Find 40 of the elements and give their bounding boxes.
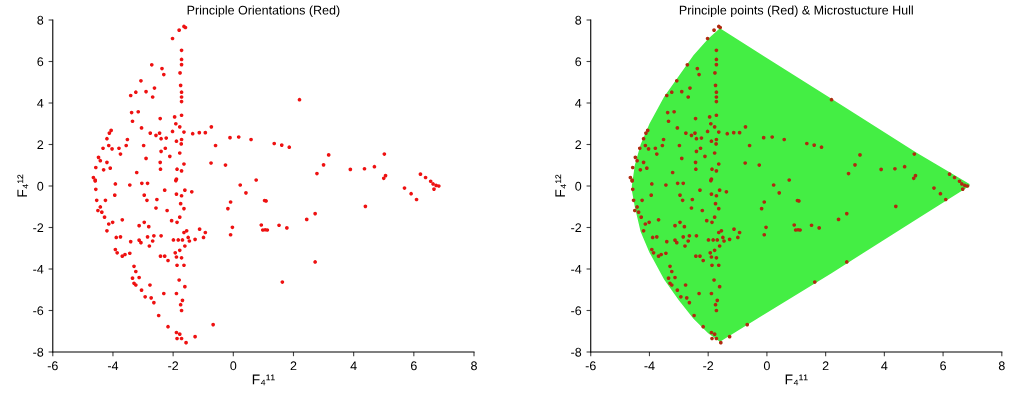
x-tick-label: -2 [168, 361, 179, 371]
y-tick-label: -4 [571, 264, 582, 274]
y-tick-label: -6 [571, 306, 582, 316]
x-tick-label: 0 [230, 361, 237, 371]
x-axis-title: F₄¹¹ [252, 374, 275, 386]
x-tick-label: 2 [822, 361, 829, 371]
chart-title: Principle points (Red) & Microstucture Hull [679, 5, 913, 18]
y-tick-label: -8 [571, 347, 582, 357]
x-tick-label: 4 [881, 361, 888, 371]
x-tick-label: -4 [107, 361, 119, 371]
y-tick-label: 4 [575, 98, 582, 108]
x-tick-label: -4 [644, 361, 655, 371]
y-tick-label: 8 [575, 15, 582, 25]
x-tick-label: 8 [998, 361, 1005, 371]
y-tick-label: 0 [37, 181, 44, 191]
y-tick-label: 0 [575, 181, 582, 191]
y-tick-label: 6 [37, 57, 44, 67]
x-tick-label: 0 [763, 361, 770, 371]
y-axis-title: F₄¹² [555, 174, 567, 197]
y-tick-label: 6 [575, 57, 582, 67]
y-tick-label: 4 [37, 98, 44, 108]
y-tick-label: -4 [33, 264, 44, 274]
x-tick-label: -6 [47, 361, 58, 371]
x-tick-label: 2 [290, 361, 297, 371]
y-axis-title: F₄¹² [17, 174, 29, 197]
x-tick-label: 6 [410, 361, 417, 371]
y-tick-label: 2 [575, 140, 582, 150]
x-tick-label: 6 [940, 361, 947, 371]
y-tick-label: -2 [571, 223, 582, 233]
y-tick-label: 8 [37, 15, 44, 25]
chart-title: Principle Orientations (Red) [187, 5, 340, 18]
x-tick-label: 4 [350, 361, 357, 371]
x-axis-title: F₄¹¹ [785, 374, 808, 386]
x-tick-label: 8 [471, 361, 477, 371]
x-tick-label: -2 [703, 361, 714, 371]
y-tick-label: -2 [33, 223, 44, 233]
y-tick-label: -6 [33, 306, 44, 316]
y-tick-label: 2 [37, 140, 44, 150]
x-tick-label: -6 [585, 361, 596, 371]
y-tick-label: -8 [33, 347, 44, 357]
